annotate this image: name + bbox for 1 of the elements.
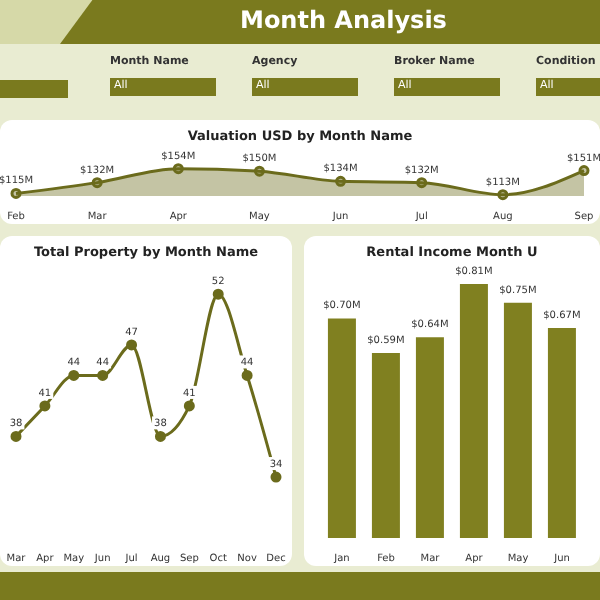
text: Month Analysis (240, 6, 447, 34)
